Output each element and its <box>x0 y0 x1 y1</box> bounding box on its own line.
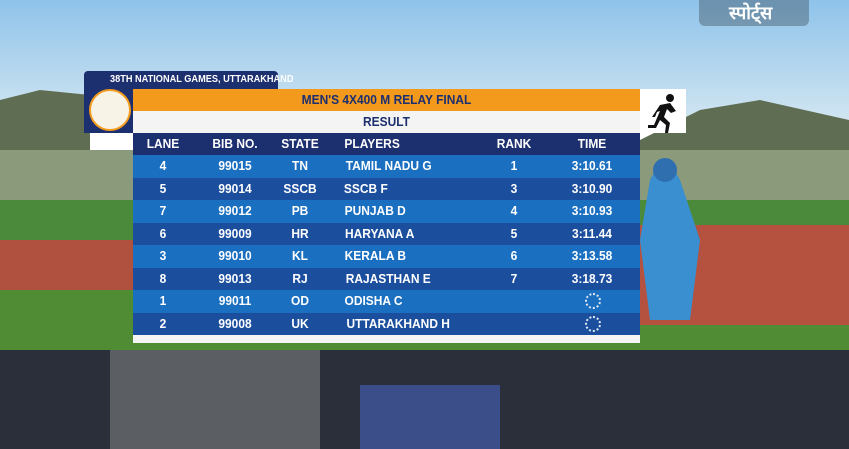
title: MEN'S 4X400 M RELAY FINAL <box>301 92 472 107</box>
player-cell: KERALA B <box>344 248 407 263</box>
lane-cell: 8 <box>159 270 167 286</box>
state-cell: UK <box>291 315 309 331</box>
time-cell: 3:10.61 <box>571 158 613 173</box>
table-footer <box>133 335 640 343</box>
player-cell: ODISHA C <box>344 293 403 308</box>
time-cell: 3:11.44 <box>572 225 612 241</box>
lane-cell: 7 <box>159 203 167 218</box>
result-row: 3 99010 KL KERALA B 6 3:13.58 <box>133 245 640 268</box>
lane-cell: 5 <box>159 180 167 196</box>
result-row: 8 99013 RJ RAJASTHAN E 7 3:18.73 <box>133 267 640 290</box>
table-header: LANE BIB NO. STATE PLAYERS RANK TIME <box>133 133 640 156</box>
column-header: STATE <box>281 136 319 151</box>
lane-cell: 2 <box>159 315 167 331</box>
state-cell: RJ <box>292 270 308 286</box>
player-cell: SSCB F <box>343 180 388 196</box>
rank-cell: 6 <box>510 248 518 263</box>
bib-cell: 99010 <box>218 248 252 263</box>
time-cell: 3:10.93 <box>571 203 613 218</box>
result-row: 2 99008 UK UTTARAKHAND H <box>133 312 640 335</box>
loading-spinner <box>585 293 601 309</box>
bib-cell: 99011 <box>218 293 252 308</box>
broadcaster-name: स्पोर्ट्स <box>729 3 773 23</box>
lane-cell: 6 <box>159 225 167 241</box>
event-bar: 38TH NATIONAL GAMES, UTTARAKHAND <box>84 71 293 89</box>
state-cell: SSCB <box>283 180 317 196</box>
sport-icon <box>640 89 686 133</box>
lane-cell: 3 <box>159 248 167 263</box>
result-row: 6 99009 HR HARYANA A 5 3:11.44 <box>133 222 640 245</box>
player-cell: UTTARAKHAND H <box>346 315 450 331</box>
rank-cell: 7 <box>510 270 518 286</box>
state-cell: HR <box>291 225 309 241</box>
bib-cell: 99014 <box>218 180 252 196</box>
loading-spinner <box>585 315 601 332</box>
games-logo <box>84 89 133 133</box>
column-header: RANK <box>496 136 532 151</box>
rank-cell: 1 <box>510 158 518 173</box>
title-bar: MEN'S 4X400 M RELAY FINAL <box>133 89 640 111</box>
state-cell: TN <box>292 158 308 173</box>
bib-cell: 99008 <box>218 315 252 331</box>
player-cell: HARYANA A <box>345 225 415 241</box>
time-cell: 3:13.58 <box>571 248 613 263</box>
rank-cell: 3 <box>510 180 518 196</box>
state-cell: OD <box>291 293 309 308</box>
time-cell: 3:10.90 <box>571 180 613 196</box>
subtitle-bar: RESULT <box>133 111 640 133</box>
broadcaster-logo: स्पोर्ट्स <box>699 0 809 26</box>
time-cell: 3:18.73 <box>571 270 613 286</box>
column-header: BIB NO. <box>212 136 258 151</box>
lane-cell: 1 <box>159 293 167 308</box>
column-header: TIME <box>577 136 607 151</box>
result-row: 4 99015 TN TAMIL NADU G 1 3:10.61 <box>133 155 640 178</box>
bib-cell: 99009 <box>218 225 252 241</box>
logo-emblem <box>89 89 131 131</box>
rank-cell: 5 <box>510 225 518 241</box>
subtitle: RESULT <box>363 114 410 129</box>
runner-icon <box>648 94 676 133</box>
rank-cell: 4 <box>510 203 518 218</box>
player-cell: RAJASTHAN E <box>345 270 431 286</box>
event-name: 38TH NATIONAL GAMES, UTTARAKHAND <box>109 74 294 85</box>
bib-cell: 99013 <box>218 270 252 286</box>
bib-cell: 99012 <box>218 203 252 218</box>
bib-cell: 99015 <box>218 158 252 173</box>
column-header: PLAYERS <box>344 136 400 151</box>
player-cell: PUNJAB D <box>344 203 406 218</box>
column-header: LANE <box>146 136 180 151</box>
player-cell: TAMIL NADU G <box>345 158 432 173</box>
result-row: 5 99014 SSCB SSCB F 3 3:10.90 <box>133 177 640 200</box>
state-cell: KL <box>292 248 308 263</box>
state-cell: PB <box>291 203 309 218</box>
result-row: 1 99011 OD ODISHA C <box>133 290 640 313</box>
lane-cell: 4 <box>159 158 167 173</box>
result-row: 7 99012 PB PUNJAB D 4 3:10.93 <box>133 200 640 223</box>
